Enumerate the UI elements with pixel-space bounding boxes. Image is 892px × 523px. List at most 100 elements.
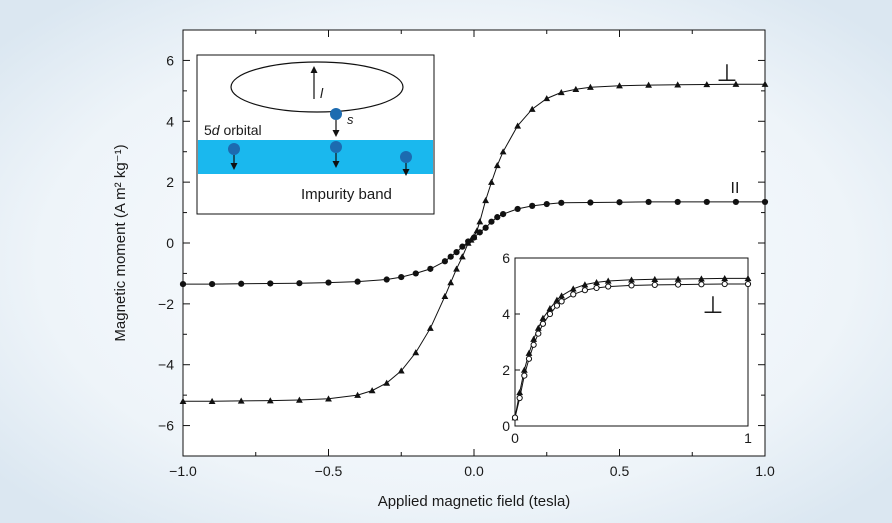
data-point (354, 278, 361, 285)
electron-band-1 (228, 143, 240, 170)
spin-arrowhead (332, 161, 340, 168)
data-point (397, 367, 405, 374)
orbital-moment-label: l (320, 85, 324, 101)
data-point (383, 276, 390, 283)
x-tick-label: −0.5 (315, 463, 343, 479)
electron-dot (330, 108, 342, 120)
data-point (488, 178, 495, 185)
inset-data-point (546, 305, 554, 312)
data-point (383, 379, 391, 386)
data-point (458, 253, 466, 260)
data-point (703, 81, 711, 88)
data-point (267, 280, 274, 287)
data-point (529, 202, 536, 209)
data-point (587, 83, 594, 90)
inset-data-point (698, 275, 705, 282)
data-point (238, 280, 245, 287)
data-point (447, 253, 454, 260)
inset-data-point (539, 320, 547, 327)
data-point (426, 324, 434, 331)
data-point (645, 198, 652, 206)
x-axis-label: Applied magnetic field (tesla) (378, 493, 571, 510)
data-point (761, 198, 769, 206)
inset-data-point (521, 372, 528, 379)
inset-data-point (539, 314, 547, 321)
data-point (543, 95, 551, 102)
inset-data-point (558, 298, 565, 305)
inset-data-point (605, 283, 612, 290)
data-point (557, 88, 565, 96)
data-point (237, 397, 245, 404)
y-axis-label: Magnetic moment (A m² kg⁻¹) (112, 144, 129, 341)
inset-data-point (721, 280, 728, 288)
data-point (453, 265, 460, 272)
inset-data-point (525, 349, 533, 356)
data-point (459, 243, 466, 250)
inset-data-point (744, 280, 752, 288)
inset-y-tick-label: 2 (502, 362, 510, 378)
data-point (465, 238, 472, 245)
data-point (476, 229, 483, 236)
inset-data-point (721, 275, 729, 282)
data-point (179, 280, 187, 288)
data-point (674, 198, 681, 206)
y-tick-label: 0 (166, 235, 174, 251)
inset-data-point (698, 281, 705, 288)
data-point (470, 234, 478, 241)
data-point (441, 292, 449, 299)
inset-data-point (570, 291, 577, 298)
data-point (354, 391, 361, 398)
inset-data-point (593, 284, 600, 292)
data-point (514, 205, 521, 213)
inset-series-line-triangle (514, 277, 748, 418)
inset-data-point (744, 275, 752, 282)
inset-data-point (581, 287, 589, 294)
data-point (398, 273, 405, 281)
inset-data-point (581, 281, 589, 288)
data-point (645, 81, 652, 88)
inset-data-point (558, 292, 565, 299)
data-point (427, 265, 434, 272)
data-point (674, 81, 682, 88)
data-point (500, 210, 507, 218)
data-point (616, 82, 623, 89)
inset-data-point (674, 275, 682, 282)
inset-y-tick-label: 4 (502, 306, 510, 322)
data-point (179, 397, 187, 404)
electron-band-2 (330, 141, 342, 168)
data-point (296, 396, 303, 403)
data-point (494, 214, 501, 221)
orbital-label-text: 5 (204, 122, 212, 138)
data-point (528, 105, 536, 112)
inset-data-point (516, 394, 523, 402)
data-point (482, 197, 490, 204)
inset-x-tick-label: 0 (511, 430, 519, 446)
inset-annotation-perpendicular: ⊥ (703, 292, 724, 319)
data-point (493, 162, 501, 169)
electron-orbit (330, 108, 342, 137)
inset-data-point (530, 341, 537, 348)
orbit-ellipse (230, 61, 404, 113)
data-point (761, 80, 769, 87)
data-point (441, 258, 448, 265)
data-point (558, 199, 565, 206)
data-point (296, 280, 303, 287)
data-point (514, 122, 522, 129)
inset-y-tick-label: 0 (502, 418, 510, 434)
inset-data-point (516, 389, 524, 396)
spin-label: s (347, 112, 354, 127)
main-data-points (179, 80, 769, 404)
data-point (572, 85, 580, 93)
x-tick-label: 1.0 (755, 463, 775, 479)
inset-data-point (534, 324, 542, 331)
band-label: Impurity band (301, 186, 392, 203)
orbital-moment-arrowhead (310, 66, 318, 73)
data-point (325, 279, 332, 286)
data-point (587, 199, 594, 206)
electron-dot (228, 143, 240, 155)
inset-y-tick-label: 6 (502, 250, 510, 266)
inset-data-point (628, 276, 635, 283)
data-point (482, 224, 489, 231)
annotation-perpendicular: ⊥ (717, 60, 738, 87)
inset-data-point (604, 277, 612, 284)
